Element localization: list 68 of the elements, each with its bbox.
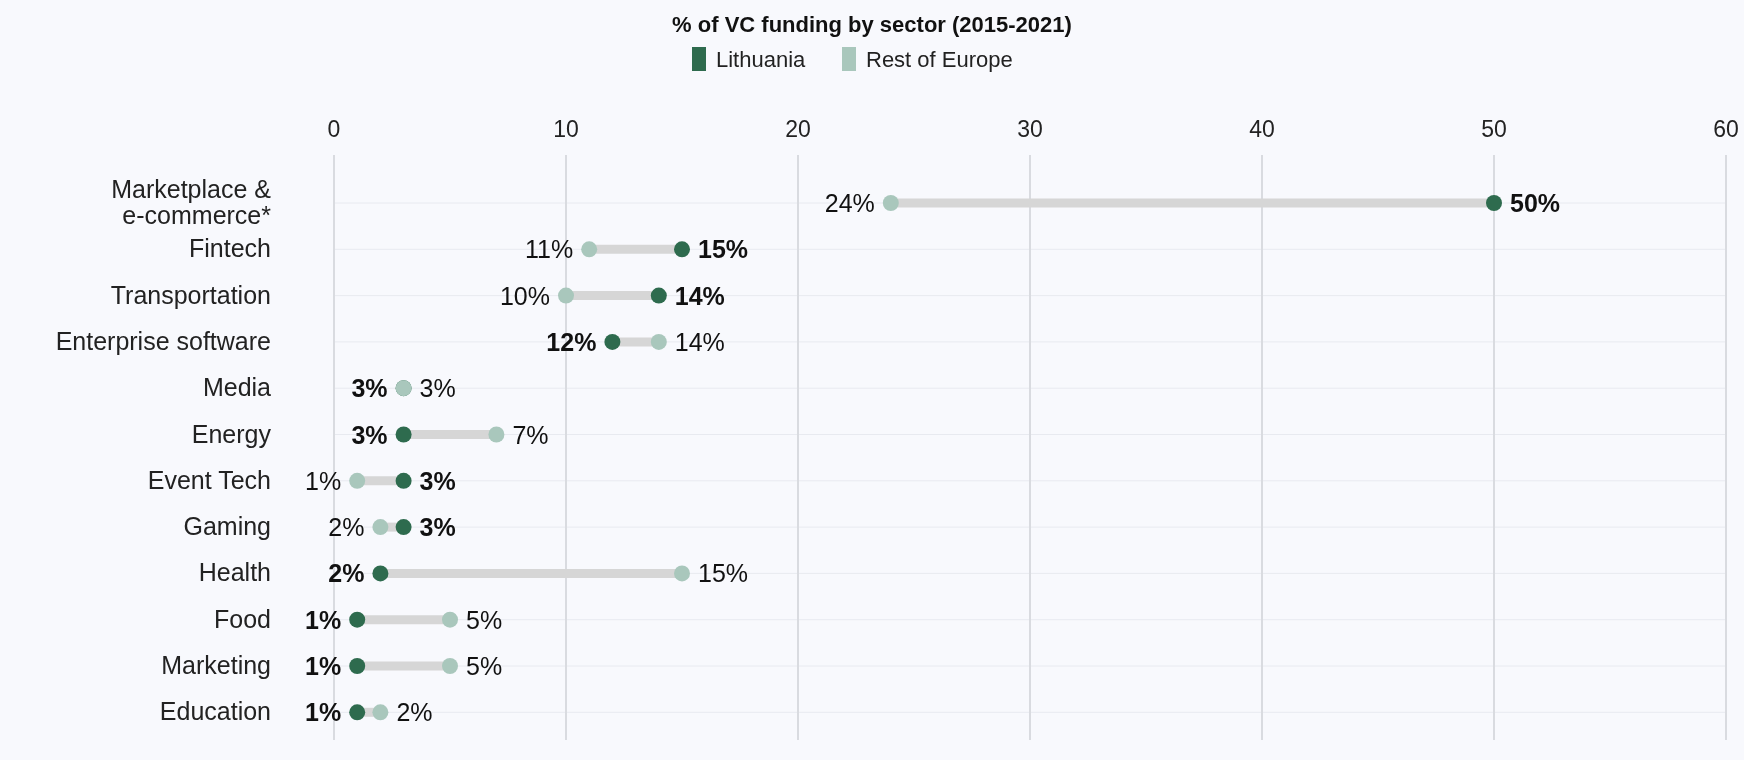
x-tick-label: 10 bbox=[553, 116, 579, 142]
data-label: 3% bbox=[419, 466, 456, 495]
y-tick-label: Health bbox=[198, 558, 271, 587]
point bbox=[1486, 195, 1502, 211]
y-tick-label: Education bbox=[159, 697, 271, 726]
point bbox=[395, 519, 412, 536]
y-tick-label: Fintech bbox=[189, 234, 271, 263]
point bbox=[558, 287, 574, 304]
x-tick-label: 40 bbox=[1249, 116, 1275, 142]
point bbox=[395, 426, 412, 443]
data-label: 1% bbox=[305, 466, 342, 495]
x-tick-label: 20 bbox=[785, 116, 811, 142]
y-tick-label: Event Tech bbox=[147, 465, 271, 494]
y-tick-label: Marketplace & e-commerce* bbox=[111, 175, 272, 229]
point bbox=[372, 704, 389, 721]
point bbox=[395, 472, 412, 489]
data-label: 15% bbox=[698, 559, 749, 588]
point bbox=[349, 472, 366, 489]
data-label: 50% bbox=[1510, 189, 1561, 217]
point bbox=[349, 611, 366, 628]
point bbox=[674, 241, 690, 258]
x-tick-label: 0 bbox=[327, 116, 341, 142]
legend-label: Lithuania bbox=[716, 47, 807, 72]
data-label: 1% bbox=[305, 652, 342, 680]
x-tick-label: 50 bbox=[1481, 116, 1507, 142]
point bbox=[372, 565, 389, 582]
data-label: 12% bbox=[546, 327, 597, 356]
data-label: 11% bbox=[525, 235, 574, 264]
y-tick-label: Energy bbox=[191, 419, 272, 448]
point bbox=[442, 658, 458, 674]
point bbox=[349, 658, 366, 674]
x-tick-label: 60 bbox=[1713, 116, 1739, 142]
point bbox=[349, 704, 366, 721]
point bbox=[650, 287, 667, 304]
data-label: 24% bbox=[824, 189, 875, 217]
legend-label: Rest of Europe bbox=[866, 47, 1013, 72]
chart-title: % of VC funding by sector (2015-2021) bbox=[672, 12, 1072, 37]
data-label: 10% bbox=[499, 281, 550, 310]
data-label: 3% bbox=[419, 513, 456, 542]
point bbox=[882, 195, 899, 211]
data-label: 2% bbox=[328, 513, 365, 542]
point bbox=[650, 333, 667, 350]
y-tick-label: Enterprise software bbox=[55, 326, 271, 355]
data-label: 1% bbox=[305, 698, 342, 727]
data-label: 14% bbox=[674, 327, 725, 356]
point bbox=[372, 519, 389, 536]
data-label: 15% bbox=[698, 235, 749, 264]
data-label: 3% bbox=[419, 374, 456, 403]
data-label: 2% bbox=[396, 698, 433, 727]
x-tick-label: 30 bbox=[1017, 116, 1043, 142]
point bbox=[442, 611, 458, 628]
data-label: 3% bbox=[351, 374, 388, 403]
data-label: 14% bbox=[674, 281, 725, 310]
y-tick-label: Transportation bbox=[110, 280, 271, 309]
point bbox=[604, 333, 621, 350]
data-label: 1% bbox=[305, 605, 342, 634]
y-tick-label: Media bbox=[202, 373, 272, 402]
y-tick-label: Food bbox=[214, 604, 271, 633]
point bbox=[674, 565, 690, 582]
point bbox=[581, 241, 598, 258]
data-label: 5% bbox=[466, 652, 503, 680]
data-label: 3% bbox=[351, 420, 388, 449]
data-label: 5% bbox=[466, 605, 503, 634]
point bbox=[488, 426, 505, 443]
y-tick-label: Marketing bbox=[161, 651, 271, 679]
data-label: 7% bbox=[512, 420, 549, 449]
y-tick-label: Gaming bbox=[183, 512, 271, 541]
data-label: 2% bbox=[328, 559, 365, 588]
